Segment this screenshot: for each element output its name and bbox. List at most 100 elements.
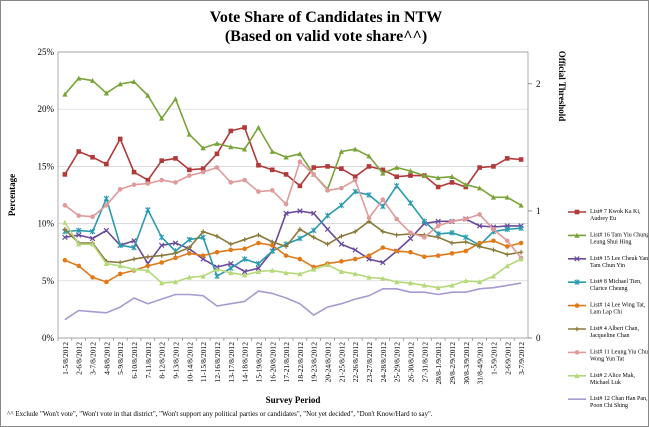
x-tick-label: 12-16/8/2012 [213, 342, 222, 383]
data-point [200, 169, 206, 175]
data-point [131, 79, 137, 85]
data-point [159, 158, 164, 163]
data-point [394, 216, 399, 222]
data-point [200, 229, 206, 234]
data-point [241, 256, 248, 262]
data-point [117, 242, 123, 249]
x-tick-label: 2-6/8/2012 [75, 342, 84, 375]
data-point [311, 235, 317, 240]
y2-axis-ticks: 0 1 2 [528, 79, 541, 343]
data-point [380, 275, 386, 281]
series-line [64, 220, 522, 264]
x-tick-label: 5-9/8/2012 [116, 342, 125, 375]
data-point [186, 131, 192, 137]
data-point [504, 156, 510, 161]
data-point [407, 280, 414, 286]
data-point [200, 234, 206, 241]
y-tick-label: 0% [42, 333, 55, 343]
data-point [117, 136, 123, 142]
x-tick-label: 9-13/8/2012 [172, 342, 181, 379]
series-8 [62, 219, 524, 290]
x-tick-label: 25-29/8/2012 [393, 342, 402, 383]
data-point [394, 232, 399, 238]
data-point [200, 166, 206, 171]
data-point [297, 183, 303, 189]
legend-entry: List# 8 Michael Tien, Clarice Cheung [568, 279, 642, 292]
data-point [311, 227, 317, 234]
data-point [242, 125, 247, 130]
x-tick-label: 23-27/8/2012 [365, 342, 374, 383]
series-line [64, 161, 522, 259]
legend-entry: List# 14 Lee Wing Tat, Lam Lap Chi [568, 303, 646, 316]
legend-label: List# 12 Chan Han Pan, Poon Chi Shing [590, 396, 648, 409]
data-point [76, 227, 82, 234]
data-point [159, 253, 164, 258]
data-point [491, 247, 496, 253]
data-point [269, 267, 275, 273]
x-tick-label: 16-20/8/2012 [268, 342, 277, 383]
y-axis-label: Percentage [7, 174, 17, 216]
data-point [173, 156, 178, 161]
y-tick-label: 25% [38, 47, 55, 57]
data-point [62, 172, 68, 177]
data-point [269, 188, 275, 193]
data-point [89, 241, 96, 247]
data-point [283, 210, 289, 217]
data-point [311, 266, 317, 272]
data-point [311, 165, 317, 170]
data-point [380, 245, 386, 250]
data-point [76, 149, 82, 154]
x-tick-label: 3-7/9/2012 [517, 342, 526, 375]
x-tick-label: 6-10/8/2012 [130, 342, 139, 379]
data-point [269, 243, 275, 248]
data-point [269, 239, 275, 245]
data-point [173, 251, 178, 256]
x-tick-label: 7-11/8/2012 [144, 342, 153, 379]
y-tick-label: 10% [38, 219, 55, 229]
data-point [172, 96, 179, 102]
data-point [408, 230, 413, 236]
data-point [187, 167, 192, 173]
data-point [477, 212, 482, 217]
data-point [435, 253, 441, 258]
data-point [200, 145, 206, 151]
data-point [394, 279, 400, 285]
data-point [283, 253, 289, 258]
data-point [145, 181, 151, 186]
chart-title: Vote Share of Candidates in NTW [210, 9, 442, 26]
data-point [324, 212, 331, 219]
footnote: ^^ Exclude "Won't vote", "Won't vote in … [7, 410, 433, 418]
data-point [228, 270, 234, 276]
data-point [214, 249, 220, 255]
data-point [449, 240, 455, 246]
data-point [62, 219, 68, 225]
data-point [297, 159, 303, 165]
data-point [324, 262, 331, 268]
data-point [255, 268, 262, 274]
data-point [407, 235, 414, 242]
data-point [366, 153, 372, 159]
data-point [242, 246, 247, 252]
data-point [214, 165, 220, 170]
data-point [103, 227, 110, 234]
data-point [145, 254, 151, 260]
data-point [463, 216, 469, 222]
data-point [242, 146, 248, 152]
data-point [380, 197, 386, 202]
data-point [352, 177, 358, 183]
data-point [228, 260, 234, 267]
data-point [574, 373, 580, 379]
data-point [352, 256, 358, 262]
legend: List# 7 Kwok Ka Ki, Audrey Eu List# 16 Tam… [568, 209, 648, 409]
data-point [104, 202, 109, 208]
data-point [449, 219, 455, 224]
data-point [422, 235, 427, 240]
data-point [145, 207, 151, 213]
gridlines [58, 51, 528, 339]
legend-entry: List# 2 Alice Mak, Michael Luk [568, 373, 635, 386]
data-point [172, 240, 179, 246]
data-point [187, 245, 192, 250]
data-point [214, 266, 220, 272]
legend-label: List# 4 Albert Chan, Jacqueline Chan [590, 326, 639, 339]
data-point [366, 192, 372, 198]
